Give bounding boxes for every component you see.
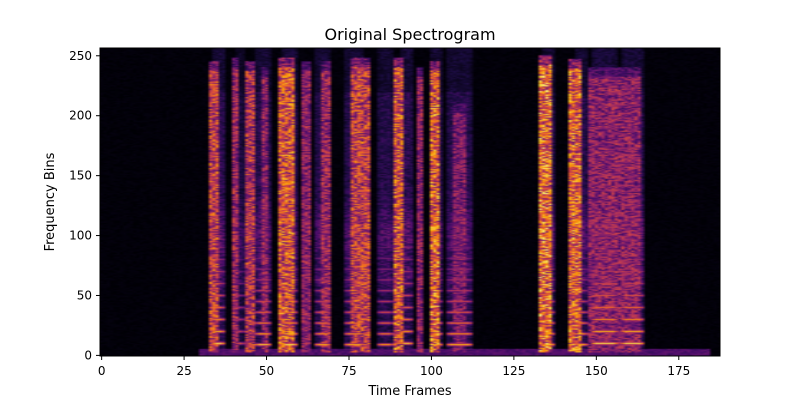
plot-area [99, 47, 721, 357]
x-tick-label: 0 [98, 364, 106, 378]
x-tick-label: 75 [341, 364, 356, 378]
x-axis-label: Time Frames [367, 384, 451, 399]
y-axis-label: Frequency Bins [43, 152, 58, 251]
x-tick-label: 100 [420, 364, 443, 378]
spectrogram-heatmap [100, 48, 720, 356]
y-tick-label: 200 [69, 109, 92, 123]
plot-frame [99, 47, 721, 357]
y-tick-label: 100 [69, 229, 92, 243]
y-tick-label: 150 [69, 169, 92, 183]
y-axis: 0 50 100 150 200 250 [69, 49, 100, 362]
y-tick-label: 250 [69, 49, 92, 63]
x-tick-label: 125 [502, 364, 525, 378]
y-tick-label: 50 [77, 288, 92, 302]
x-tick-label: 175 [667, 364, 690, 378]
x-tick-label: 150 [585, 364, 608, 378]
x-axis: 0 25 50 75 100 125 150 175 [98, 356, 690, 378]
x-tick-label: 25 [176, 364, 191, 378]
chart-title: Original Spectrogram [324, 25, 495, 44]
x-tick-label: 50 [259, 364, 274, 378]
y-tick-label: 0 [84, 348, 92, 362]
